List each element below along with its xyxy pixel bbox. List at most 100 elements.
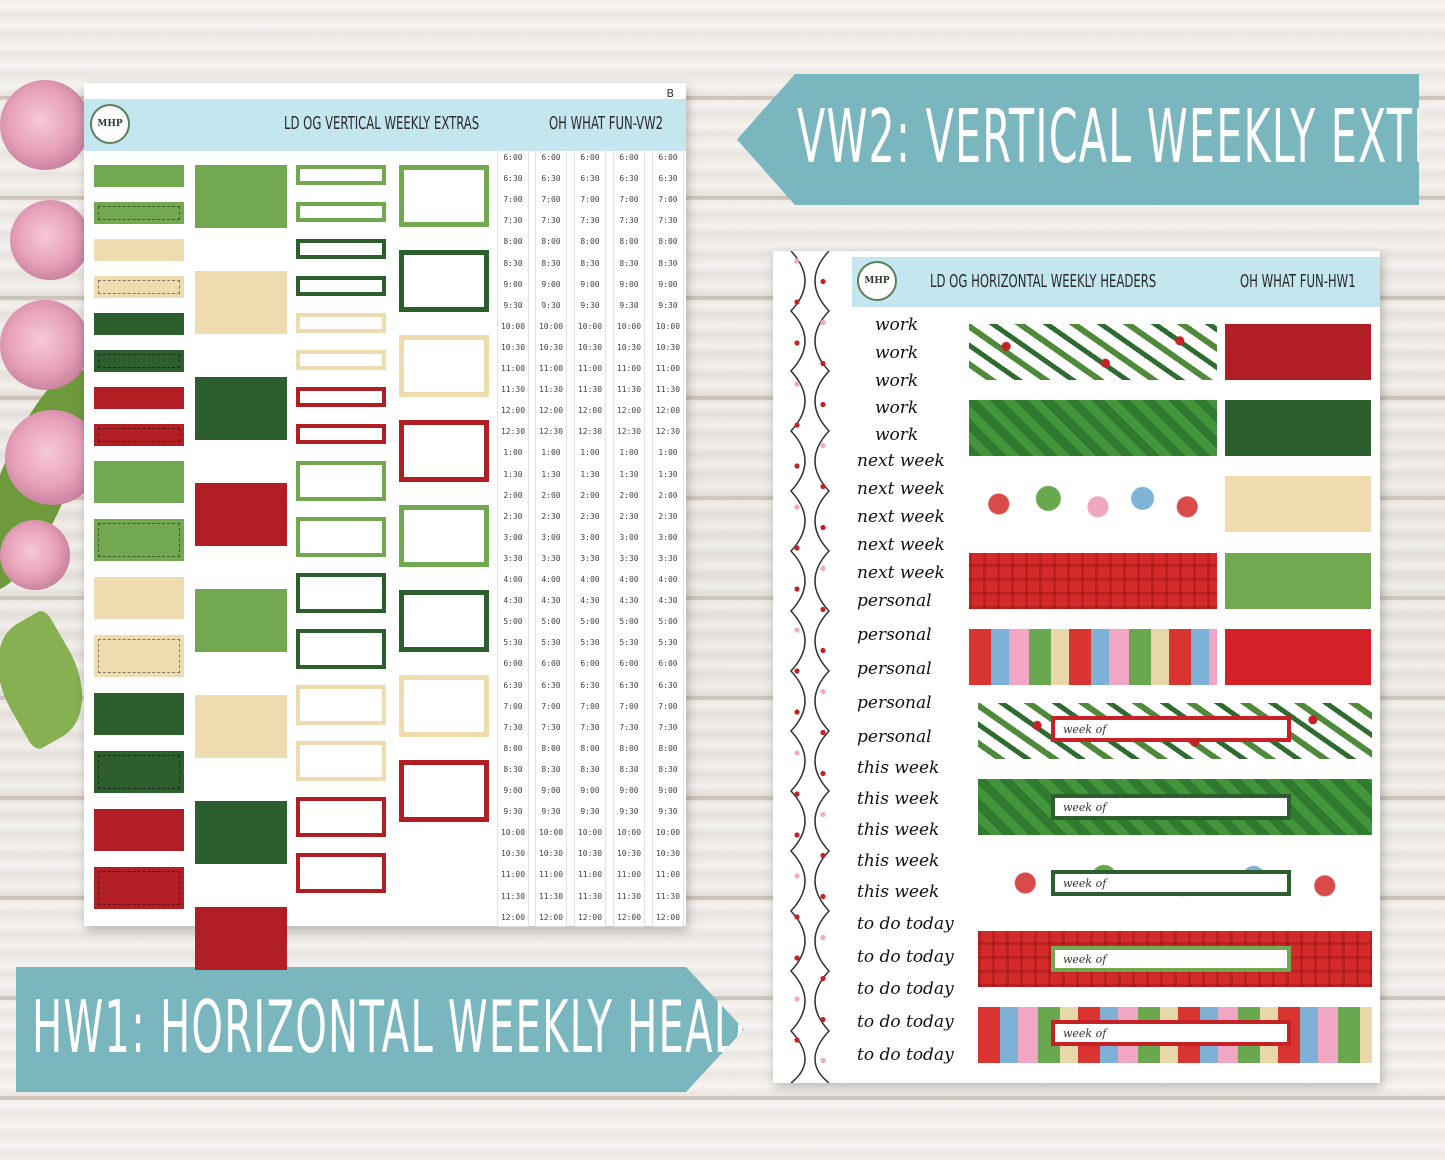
time-label: 10:30 xyxy=(538,342,564,352)
time-label: 12:30 xyxy=(538,427,564,437)
light-bulb xyxy=(820,319,826,326)
time-label: 12:00 xyxy=(577,406,603,416)
time-label: 6:00 xyxy=(503,659,523,669)
time-label: 11:30 xyxy=(577,891,603,901)
square-sticker xyxy=(195,271,287,334)
time-label: 7:00 xyxy=(658,701,678,711)
square-sticker xyxy=(195,801,287,864)
time-label: 10:30 xyxy=(500,849,526,859)
time-label: 6:30 xyxy=(541,680,561,690)
time-label: 6:30 xyxy=(580,680,600,690)
time-column xyxy=(535,147,567,927)
time-label: 7:00 xyxy=(658,195,678,205)
week-of-label: week of xyxy=(1051,870,1291,896)
time-label: 8:00 xyxy=(580,237,600,247)
square-sticker xyxy=(195,695,287,758)
light-bulb xyxy=(794,381,800,387)
time-label: 10:30 xyxy=(538,849,564,859)
light-bulb xyxy=(820,360,826,367)
script-word-sticker: next week xyxy=(857,451,945,471)
strip-sticker xyxy=(94,239,184,261)
strip-sticker xyxy=(94,350,184,372)
time-label: 5:00 xyxy=(503,617,523,627)
time-label: 4:30 xyxy=(503,596,523,606)
light-bulb xyxy=(820,647,826,654)
light-bulb xyxy=(794,832,800,838)
light-bulb xyxy=(820,442,826,449)
script-word-sticker: to do today xyxy=(857,979,954,999)
light-bulb xyxy=(794,463,800,469)
outline-box-sticker xyxy=(399,675,489,737)
time-label: 1:30 xyxy=(503,469,523,479)
vw2-sheet-header: MHP LD OG VERTICAL WEEKLY EXTRAS OH WHAT… xyxy=(84,99,686,151)
time-label: 8:00 xyxy=(503,743,523,753)
time-label: 11:30 xyxy=(538,385,564,395)
time-label: 8:00 xyxy=(619,237,639,247)
time-label: 6:00 xyxy=(658,153,678,162)
time-label: 11:30 xyxy=(577,385,603,395)
time-label: 6:30 xyxy=(658,174,678,184)
strip-sticker xyxy=(94,635,184,677)
time-label: 10:00 xyxy=(577,321,603,331)
week-of-header-stripe: week of xyxy=(978,779,1372,835)
week-of-label: week of xyxy=(1051,1020,1291,1046)
outline-strip-sticker xyxy=(296,517,386,557)
outline-box-sticker xyxy=(399,335,489,397)
time-label: 5:00 xyxy=(658,617,678,627)
mhp-logo: MHP xyxy=(90,104,130,144)
strip-sticker xyxy=(94,165,184,187)
time-label: 10:30 xyxy=(616,342,642,352)
time-column xyxy=(613,147,645,927)
vw2-banner: VW2: VERTICAL WEEKLY EXTRAS xyxy=(737,74,1419,205)
outline-strip-sticker xyxy=(296,350,386,370)
light-bulb xyxy=(820,934,826,941)
time-label: 6:00 xyxy=(541,153,561,162)
time-label: 9:00 xyxy=(580,786,600,795)
time-label: 3:00 xyxy=(503,532,523,542)
week-of-label: week of xyxy=(1051,794,1291,820)
time-label: 4:30 xyxy=(658,596,678,606)
outline-strip-sticker xyxy=(296,741,386,781)
outline-strip-sticker xyxy=(296,387,386,407)
strip-sticker xyxy=(94,809,184,851)
outline-strip-sticker xyxy=(296,853,386,893)
time-label: 6:30 xyxy=(503,680,523,690)
script-word-sticker: to do today xyxy=(857,947,954,967)
time-label: 7:30 xyxy=(658,722,678,732)
time-label: 4:00 xyxy=(541,575,561,584)
script-word-sticker: next week xyxy=(857,479,945,499)
time-label: 8:30 xyxy=(580,764,600,774)
outline-strip-sticker xyxy=(296,239,386,259)
time-label: 10:30 xyxy=(655,849,681,859)
time-label: 6:00 xyxy=(619,153,639,162)
time-label: 4:30 xyxy=(619,596,639,606)
outline-box-sticker xyxy=(399,165,489,227)
script-word-sticker: work xyxy=(875,425,919,445)
time-label: 9:30 xyxy=(541,807,561,817)
light-green-swatch-sticker xyxy=(1225,553,1371,609)
time-label: 5:00 xyxy=(541,617,561,627)
time-label: 10:30 xyxy=(500,342,526,352)
time-label: 7:30 xyxy=(658,216,678,226)
light-bulb xyxy=(820,565,826,572)
time-label: 1:00 xyxy=(619,448,639,458)
time-label: 4:30 xyxy=(541,596,561,606)
script-word-sticker: personal xyxy=(857,659,932,679)
week-of-header-holly: week of xyxy=(978,703,1372,759)
time-label: 9:00 xyxy=(619,786,639,795)
mhp-logo: MHP xyxy=(857,261,897,301)
time-label: 9:30 xyxy=(619,300,639,310)
time-label: 9:30 xyxy=(658,300,678,310)
light-bulb xyxy=(820,606,826,613)
light-bulb xyxy=(820,975,826,982)
light-bulb xyxy=(794,955,800,961)
square-sticker xyxy=(195,589,287,652)
outline-strip-sticker xyxy=(296,685,386,725)
time-label: 7:00 xyxy=(503,701,523,711)
light-bulb xyxy=(820,1016,826,1023)
strip-sticker xyxy=(94,693,184,735)
script-word-sticker: to do today xyxy=(857,1012,954,1032)
script-word-sticker: this week xyxy=(857,851,940,871)
time-label: 2:30 xyxy=(658,511,678,521)
time-label: 6:30 xyxy=(503,174,523,184)
